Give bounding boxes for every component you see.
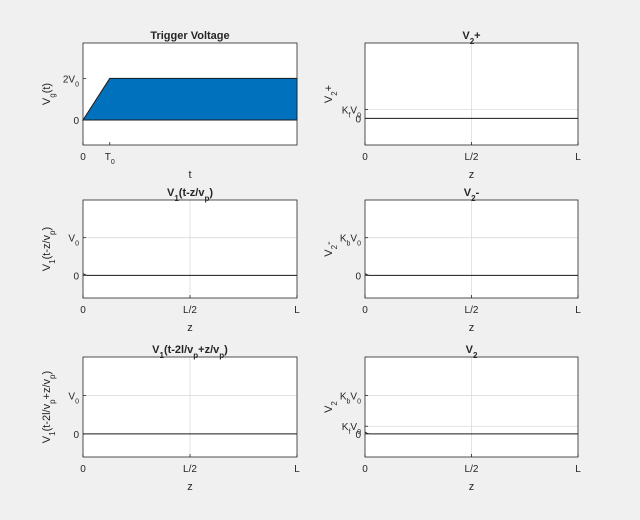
x-tick-label: L [575,305,581,316]
chart-title: V2 [466,344,478,360]
x-tick-label: L [575,152,581,163]
x-tick-label: 0 [362,464,368,475]
chart-title: V2+ [462,30,480,46]
y-axis-label: V1(t-z/vp) [41,227,57,271]
chart-title: V1(t-z/vp) [167,187,213,203]
x-tick-label: L/2 [465,305,479,316]
axes-frame [82,42,298,146]
y-tick-label: 0 [73,116,79,127]
y-tick-label: 0 [355,271,361,282]
x-tick-label: 0 [80,464,86,475]
x-tick-label: L/2 [465,464,479,475]
y-tick-label: KfV0 [342,422,361,436]
y-tick-label: 0 [73,271,79,282]
x-axis-label: z [469,481,475,493]
x-axis-label: z [469,169,475,181]
x-tick-label: L [294,464,300,475]
x-axis-label: t [188,169,191,181]
x-tick-label: L/2 [183,305,197,316]
y-tick-label: 0 [73,430,79,441]
y-axis-label: V2 [323,401,339,413]
x-tick-label: 0 [362,152,368,163]
chart-title: V2- [464,187,480,203]
x-tick-label: 0 [80,305,86,316]
x-axis-label: z [187,481,193,493]
y-tick-label: 0 [355,430,361,441]
x-tick-label: L/2 [465,152,479,163]
y-axis-label: V2- [323,241,339,257]
x-tick-label: L [294,305,300,316]
y-tick-label: 2V0 [63,74,79,88]
x-tick-label: L/2 [183,464,197,475]
y-tick-label: KbV0 [340,391,361,405]
chart-trigger: 0 T0 0 2V0 Trigger Voltage t Vg(t) [41,30,298,181]
y-axis-label: Vg(t) [41,83,57,105]
y-tick-label: V0 [68,391,79,405]
chart-v1fwd: 0 L/2 L 0 V0 V1(t-z/vp) z V1(t-z/vp) [41,187,300,334]
chart-v1refl: 0 L/2 L 0 V0 V1(t-2l/vp+z/vp) z V1(t-2l/vp+z/vp… [41,344,300,493]
x-axis-label: z [469,322,475,334]
y-tick-label: KbV0 [340,234,361,248]
y-tick-label: V0 [68,234,79,248]
y-tick-label: KfV0 [342,106,361,120]
chart-title: Trigger Voltage [150,30,229,42]
y-axis-label: V1(t-2l/vp+z/vp) [41,371,57,443]
y-axis-label: V2+ [323,85,339,103]
x-tick-label: T0 [105,152,115,166]
x-tick-label: 0 [362,305,368,316]
x-tick-label: L [575,464,581,475]
x-axis-label: z [187,322,193,334]
series-area-0 [82,77,298,121]
x-tick-label: 0 [80,152,86,163]
y-tick-label: 0 [355,114,361,125]
chart-title: V1(t-2l/vp+z/vp) [152,344,228,360]
